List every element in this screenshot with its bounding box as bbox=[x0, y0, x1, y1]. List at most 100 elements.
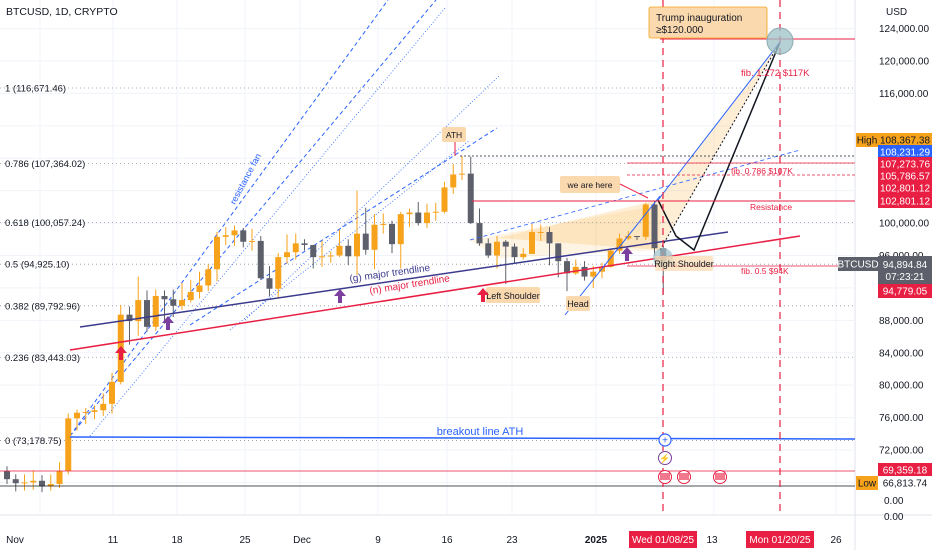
candle[interactable] bbox=[74, 409, 80, 431]
candle-body bbox=[319, 256, 325, 258]
candle[interactable] bbox=[555, 243, 562, 278]
time-highlight-jan20: Mon 01/20/25 bbox=[749, 535, 811, 546]
candle[interactable] bbox=[397, 211, 404, 269]
candle[interactable] bbox=[537, 224, 544, 241]
candle[interactable] bbox=[47, 474, 54, 491]
candle[interactable] bbox=[82, 407, 89, 425]
candle[interactable] bbox=[564, 257, 570, 292]
g-major-trendline[interactable] bbox=[79, 231, 729, 328]
candle[interactable] bbox=[529, 223, 535, 254]
candle[interactable] bbox=[432, 202, 439, 221]
candle[interactable] bbox=[651, 201, 658, 256]
candle-body bbox=[310, 244, 317, 258]
candle[interactable] bbox=[362, 207, 369, 255]
candle[interactable] bbox=[354, 190, 360, 275]
candle[interactable] bbox=[467, 156, 474, 224]
breakout-line[interactable] bbox=[69, 436, 856, 440]
purple-up-arrow-3 bbox=[621, 247, 633, 261]
candle[interactable] bbox=[91, 405, 98, 420]
price-badge-3: 105,786.57 bbox=[880, 172, 930, 183]
candle[interactable] bbox=[459, 155, 465, 181]
trump-callout[interactable]: Trump inauguration ≥$120.000 bbox=[648, 6, 768, 39]
time-highlight-jan20-bg bbox=[746, 531, 814, 548]
candle[interactable] bbox=[581, 261, 588, 281]
candle[interactable] bbox=[301, 239, 308, 251]
candle[interactable] bbox=[196, 271, 203, 299]
candle[interactable] bbox=[144, 290, 150, 332]
time-highlight-jan8: Wed 01/08/25 bbox=[632, 535, 695, 546]
time-tick-label: 13 bbox=[706, 535, 718, 546]
candle[interactable] bbox=[572, 259, 579, 275]
candle[interactable] bbox=[494, 236, 500, 269]
candle[interactable] bbox=[310, 244, 317, 269]
candle[interactable] bbox=[327, 251, 334, 263]
candle-body bbox=[135, 300, 142, 322]
candle[interactable] bbox=[441, 181, 448, 214]
candle[interactable] bbox=[476, 208, 483, 246]
candle[interactable] bbox=[616, 233, 623, 254]
candle[interactable] bbox=[485, 238, 492, 258]
price-tick-label: 72,000.00 bbox=[879, 446, 924, 457]
candle[interactable] bbox=[424, 203, 430, 228]
candle[interactable] bbox=[257, 236, 264, 280]
candle-body bbox=[406, 212, 413, 215]
candle[interactable] bbox=[345, 239, 352, 266]
candle[interactable] bbox=[126, 306, 133, 345]
candle[interactable] bbox=[135, 276, 142, 336]
candle[interactable] bbox=[249, 228, 255, 251]
lightning-marker-icon[interactable] bbox=[658, 451, 672, 465]
candle[interactable] bbox=[214, 231, 220, 282]
candle-body bbox=[564, 261, 570, 274]
candle[interactable] bbox=[336, 229, 343, 258]
candle[interactable] bbox=[65, 413, 72, 475]
candle[interactable] bbox=[319, 240, 325, 267]
candle[interactable] bbox=[109, 373, 115, 414]
target-circle[interactable] bbox=[766, 27, 794, 55]
candle[interactable] bbox=[634, 236, 640, 241]
event-markers[interactable]: + ⚡ bbox=[658, 433, 727, 484]
candle[interactable] bbox=[4, 466, 10, 485]
candle[interactable] bbox=[100, 393, 107, 416]
candle[interactable] bbox=[12, 474, 19, 492]
candle[interactable] bbox=[406, 208, 413, 228]
candle[interactable] bbox=[275, 253, 282, 298]
candle[interactable] bbox=[187, 279, 194, 303]
candle[interactable] bbox=[266, 266, 273, 297]
candle[interactable] bbox=[240, 227, 247, 248]
candle[interactable] bbox=[590, 266, 597, 288]
red-up-arrow-1 bbox=[115, 346, 127, 360]
price-badges: High 108,367.38108,231.29107,273.76105,78… bbox=[837, 133, 932, 490]
us-flag-shape-1 bbox=[660, 473, 670, 480]
candle[interactable] bbox=[39, 475, 45, 493]
candle[interactable] bbox=[21, 474, 28, 491]
plus-marker-icon[interactable] bbox=[658, 433, 672, 447]
candle[interactable] bbox=[389, 220, 395, 254]
candle[interactable] bbox=[371, 214, 378, 270]
candle[interactable] bbox=[642, 202, 649, 241]
candle[interactable] bbox=[231, 225, 238, 246]
candle[interactable] bbox=[511, 243, 518, 264]
time-axis[interactable]: Nov 11 18 25 Dec 9 16 23 2025 13 26 Wed 01/08/25 Mon… bbox=[6, 531, 842, 548]
candle[interactable] bbox=[56, 462, 63, 489]
candle[interactable] bbox=[179, 283, 185, 310]
fan-line-6 bbox=[244, 74, 501, 321]
candle[interactable] bbox=[152, 289, 159, 331]
candle[interactable] bbox=[380, 213, 387, 234]
candle[interactable] bbox=[205, 264, 212, 292]
candle[interactable] bbox=[170, 289, 177, 318]
candle[interactable] bbox=[30, 470, 37, 490]
candle[interactable] bbox=[222, 227, 229, 245]
price-axis[interactable]: 124,000.00 120,000.00 116,000.00 100,000.00… bbox=[879, 24, 929, 523]
candle[interactable] bbox=[502, 240, 509, 284]
candle[interactable] bbox=[161, 290, 168, 324]
candle[interactable] bbox=[117, 304, 124, 385]
candle-body bbox=[82, 411, 89, 413]
candle[interactable] bbox=[450, 163, 457, 194]
candle[interactable] bbox=[292, 233, 299, 260]
candle[interactable] bbox=[284, 234, 290, 264]
fibonacci-retracement[interactable]: 1 (116,671.46) 0.786 (107,364.02) 0.618 (1… bbox=[0, 83, 855, 447]
n-major-trendline[interactable] bbox=[69, 235, 801, 351]
candle[interactable] bbox=[415, 202, 422, 226]
candle[interactable] bbox=[520, 248, 527, 260]
